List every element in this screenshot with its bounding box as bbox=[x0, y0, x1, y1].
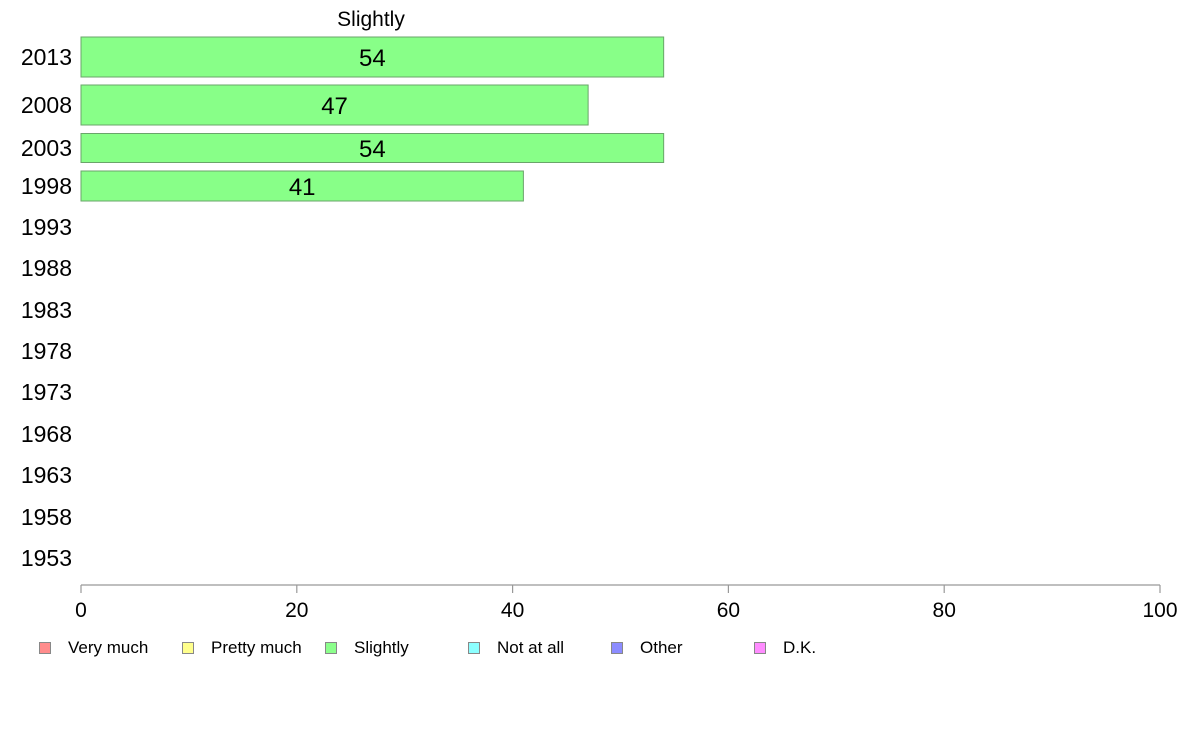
legend-item: Other bbox=[611, 636, 683, 660]
bar bbox=[80, 36, 665, 78]
y-tick-label: 1988 bbox=[21, 255, 72, 281]
y-tick-label: 1998 bbox=[21, 173, 72, 199]
x-tick-label: 0 bbox=[75, 599, 87, 622]
y-tick-label: 1983 bbox=[21, 297, 72, 323]
bar-value-label: 47 bbox=[321, 93, 348, 120]
y-tick-label: 1958 bbox=[21, 504, 72, 530]
y-axis-labels: 2013 2008 2003 1998 1993 1988 1983 1978 1973 1968… bbox=[21, 44, 72, 571]
legend-label: Other bbox=[640, 638, 683, 657]
bars bbox=[80, 36, 665, 202]
legend-label: Slightly bbox=[354, 638, 409, 657]
legend-item: Very much bbox=[39, 636, 148, 660]
chart-title: Slightly bbox=[337, 8, 405, 31]
bar-value-label: 54 bbox=[359, 136, 386, 163]
y-tick-label: 2008 bbox=[21, 92, 72, 118]
legend-item: Not at all bbox=[468, 636, 564, 660]
y-tick-label: 1978 bbox=[21, 338, 72, 364]
x-tick-label: 40 bbox=[501, 599, 524, 622]
legend-swatch bbox=[754, 642, 766, 654]
bar bbox=[80, 133, 665, 163]
x-tick-label: 80 bbox=[933, 599, 956, 622]
legend-label: D.K. bbox=[783, 638, 817, 657]
y-tick-label: 2013 bbox=[21, 44, 72, 70]
bar bbox=[80, 84, 589, 126]
legend-swatch bbox=[468, 642, 480, 654]
x-tick-label: 100 bbox=[1142, 599, 1177, 622]
bar bbox=[80, 170, 524, 202]
legend-label: Pretty much bbox=[211, 638, 302, 657]
legend-swatch bbox=[182, 642, 194, 654]
legend-item: Slightly bbox=[325, 636, 409, 660]
legend-label: Not at all bbox=[497, 638, 565, 657]
y-tick-label: 1963 bbox=[21, 462, 72, 488]
legend: Very much Pretty much Slightly Not at all Ot… bbox=[0, 636, 1188, 660]
y-tick-label: 1968 bbox=[21, 421, 72, 447]
y-tick-label: 1973 bbox=[21, 379, 72, 405]
bar-value-labels: 54 47 54 41 bbox=[289, 45, 386, 201]
x-tick-label: 20 bbox=[285, 599, 308, 622]
x-tick-label: 60 bbox=[717, 599, 740, 622]
legend-item: D.K. bbox=[754, 636, 816, 660]
legend-swatch bbox=[325, 642, 337, 654]
legend-item: Pretty much bbox=[182, 636, 302, 660]
legend-swatch bbox=[611, 642, 623, 654]
y-tick-label: 1993 bbox=[21, 214, 72, 240]
bar-value-label: 54 bbox=[359, 45, 386, 72]
legend-swatch bbox=[39, 642, 51, 654]
y-tick-label: 2003 bbox=[21, 135, 72, 161]
x-axis-ticks: 0 20 40 60 80 100 bbox=[75, 585, 1178, 622]
bar-value-label: 41 bbox=[289, 174, 316, 201]
y-tick-label: 1953 bbox=[21, 545, 72, 571]
legend-label: Very much bbox=[68, 638, 149, 657]
